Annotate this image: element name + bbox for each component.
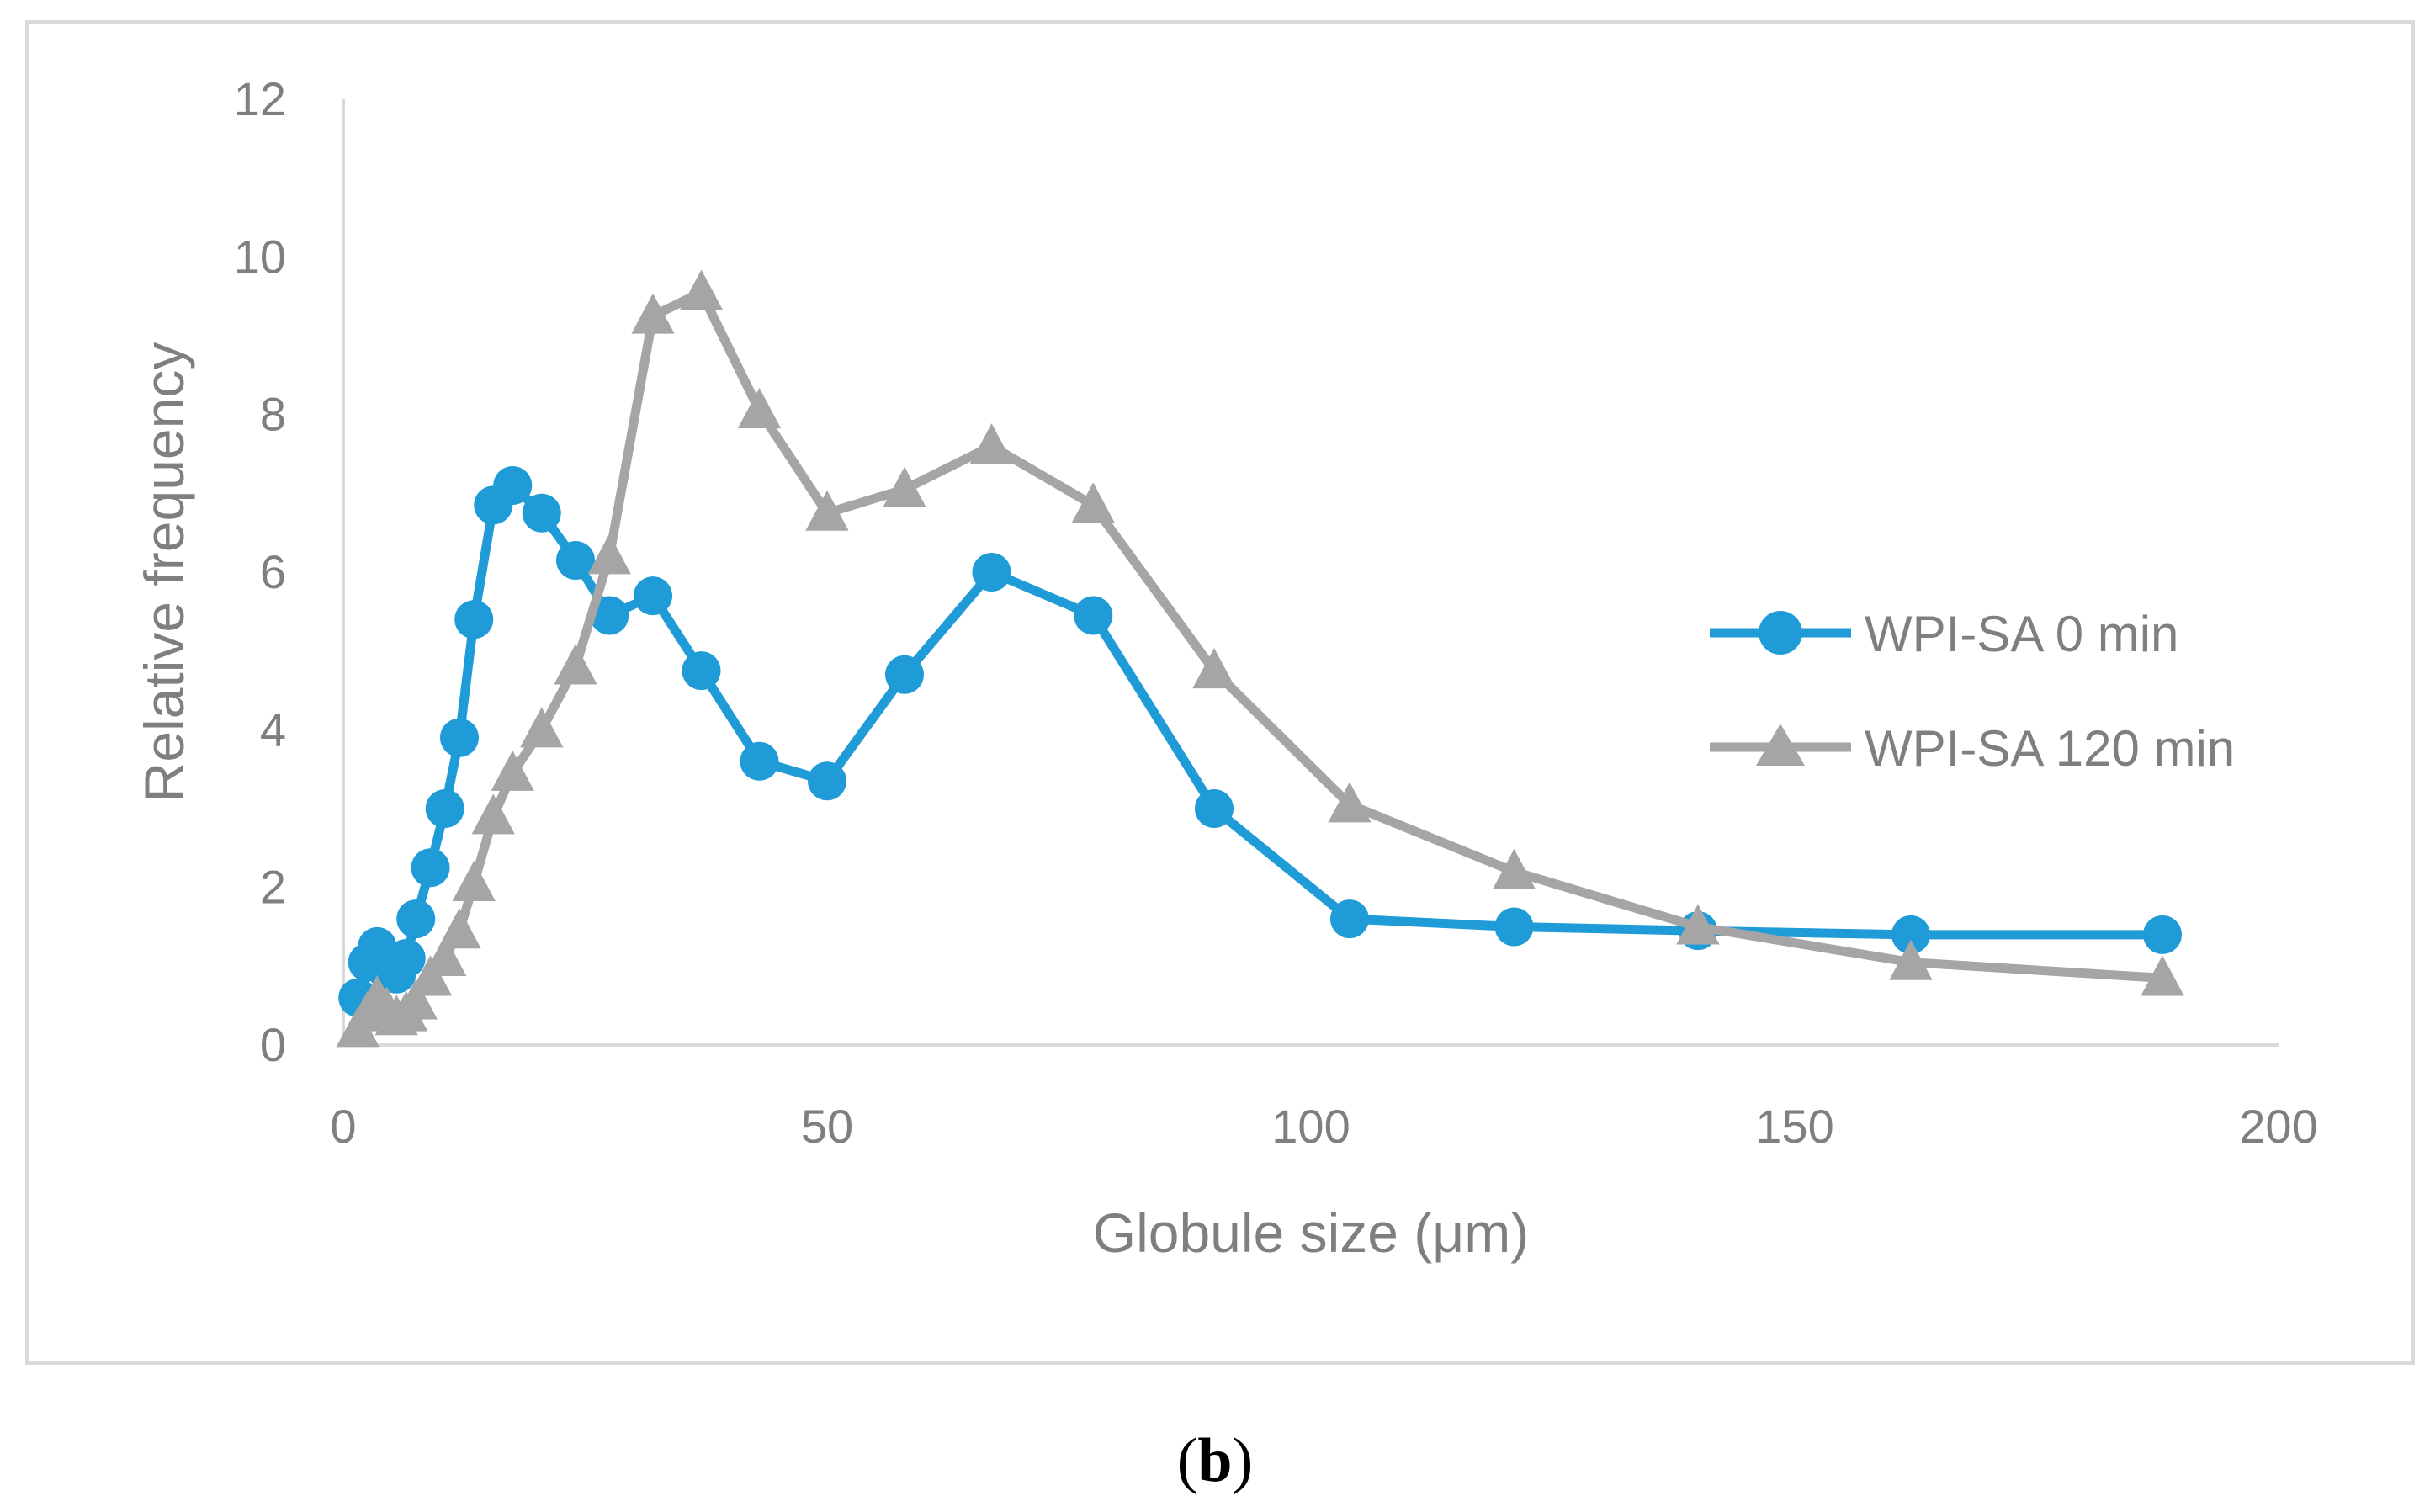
y-tick-label: 8 bbox=[260, 388, 286, 441]
y-tick-label: 6 bbox=[260, 545, 286, 598]
x-axis-ticks: 0 50 100 150 200 bbox=[330, 1100, 2317, 1153]
data-point-triangle bbox=[1889, 939, 1933, 980]
data-point-triangle bbox=[438, 908, 481, 949]
panel-label: (b) bbox=[1177, 1426, 1253, 1495]
data-point-circle bbox=[493, 465, 533, 505]
data-point-circle bbox=[1330, 899, 1369, 939]
data-point-triangle bbox=[1676, 904, 1720, 945]
data-point-circle bbox=[972, 553, 1011, 592]
data-point-triangle bbox=[520, 707, 564, 748]
data-point-triangle bbox=[1192, 648, 1236, 689]
data-point-triangle bbox=[554, 644, 597, 685]
y-tick-label: 2 bbox=[260, 861, 286, 914]
legend-label-0min: WPI-SA 0 min bbox=[1865, 606, 2178, 662]
y-tick-label: 0 bbox=[260, 1018, 286, 1071]
data-point-triangle bbox=[452, 860, 496, 902]
data-point-triangle bbox=[631, 293, 675, 334]
x-tick-label: 100 bbox=[1271, 1100, 1350, 1153]
data-point-circle bbox=[634, 576, 672, 616]
data-point-circle bbox=[1195, 789, 1234, 828]
series-120min bbox=[336, 269, 2184, 1048]
data-point-triangle bbox=[423, 935, 467, 977]
y-tick-label: 12 bbox=[234, 72, 286, 125]
data-point-circle bbox=[386, 938, 426, 978]
legend: WPI-SA 0 min WPI-SA 120 min bbox=[1710, 606, 2235, 777]
data-point-circle bbox=[808, 761, 846, 801]
data-point-triangle bbox=[1328, 782, 1372, 823]
data-point-triangle bbox=[969, 423, 1014, 464]
data-point-circle bbox=[425, 789, 464, 828]
data-point-triangle bbox=[1492, 848, 1536, 889]
chart-frame bbox=[25, 20, 2415, 1365]
x-tick-label: 200 bbox=[2239, 1100, 2317, 1153]
data-point-circle bbox=[440, 718, 479, 757]
data-point-triangle bbox=[805, 490, 849, 531]
data-point-circle bbox=[740, 741, 779, 781]
data-point-circle bbox=[454, 600, 494, 639]
data-point-triangle bbox=[394, 979, 438, 1020]
y-tick-label: 10 bbox=[234, 230, 286, 283]
data-point-triangle bbox=[2141, 955, 2184, 996]
data-point-circle bbox=[396, 899, 436, 939]
data-point-triangle bbox=[1071, 482, 1115, 523]
legend-label-120min: WPI-SA 120 min bbox=[1865, 720, 2235, 777]
y-axis-ticks: 0 2 4 6 8 10 12 bbox=[234, 72, 286, 1071]
data-point-circle bbox=[682, 651, 721, 691]
x-tick-label: 0 bbox=[330, 1100, 356, 1153]
data-point-circle bbox=[1074, 596, 1113, 635]
data-point-circle bbox=[590, 596, 629, 635]
data-point-triangle bbox=[737, 387, 782, 429]
y-tick-label: 4 bbox=[260, 703, 286, 756]
data-point-circle bbox=[556, 540, 595, 580]
data-point-circle bbox=[1891, 915, 1930, 954]
x-axis-title: Globule size (μm) bbox=[1093, 1202, 1530, 1264]
data-point-triangle bbox=[471, 793, 515, 835]
x-tick-label: 50 bbox=[801, 1100, 853, 1153]
data-point-circle bbox=[522, 493, 561, 533]
data-point-triangle bbox=[679, 269, 724, 310]
data-point-triangle bbox=[587, 533, 631, 575]
y-axis-title: Relative frequency bbox=[133, 342, 195, 803]
plot-series bbox=[336, 269, 2184, 1048]
data-point-circle bbox=[885, 655, 924, 694]
data-point-triangle bbox=[883, 466, 926, 507]
data-point-triangle bbox=[491, 750, 534, 791]
data-point-circle bbox=[1494, 907, 1534, 947]
legend-marker-120min bbox=[1756, 724, 1805, 766]
data-point-circle bbox=[411, 848, 450, 888]
x-tick-label: 150 bbox=[1755, 1100, 1833, 1153]
data-point-circle bbox=[2143, 915, 2182, 954]
legend-marker-0min bbox=[1759, 611, 1802, 655]
